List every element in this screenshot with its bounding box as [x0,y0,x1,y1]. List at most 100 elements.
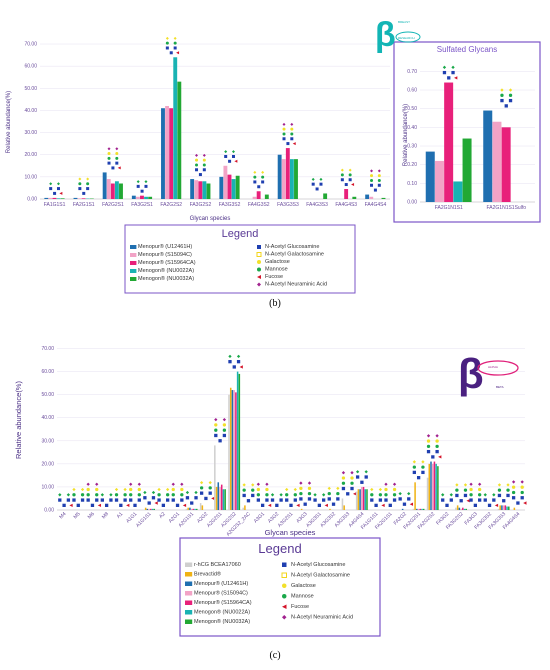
bar [140,195,144,199]
y-tick-label: 0.50 [407,106,417,112]
panel-b-logo: β BREAST RESEARCH [375,16,421,54]
bar [422,508,425,510]
y-tick-label: 0.00 [44,508,54,514]
bar [455,507,457,510]
bar [229,387,232,510]
bar [144,507,147,510]
bar [425,151,435,202]
bar [135,196,140,199]
glycan-structure-icon [384,482,397,507]
square-outline-icon [281,572,287,578]
circle-icon [282,594,287,599]
x-tick-label: FA3G3S3 [277,202,299,208]
bar [256,191,261,199]
bar [431,463,434,510]
glycan-structure-icon [299,481,312,506]
bar [463,508,466,510]
glycan-structure-icon [282,122,296,146]
bar [428,463,431,510]
bar [294,159,298,199]
bar [217,482,220,510]
bar [227,174,232,199]
bar [194,180,199,199]
glycan-structure-icon [185,490,198,505]
glycan-structure-icon [426,434,442,459]
bar [102,172,107,199]
bar [242,507,244,510]
x-tick-label: FA3G2S1 [131,202,153,208]
y-tick-label: 20.00 [41,461,54,467]
panel-c-legend-title: Legend [258,541,301,556]
diamond-icon [282,615,287,620]
glycan-structure-icon [441,493,453,507]
glycan-structure-icon [157,487,170,507]
bar [189,507,191,510]
diamond-icon [257,282,261,287]
bar [81,198,86,199]
legend-swatch [130,253,137,257]
bar [430,461,432,510]
glycan-structure-icon [497,483,510,503]
y-tick-label: 40.00 [24,108,37,114]
bar [369,196,374,199]
panel-c-xlabel: Glycan species [265,528,316,537]
glycan-structure-icon [370,487,385,507]
y-tick-label: 0.00 [407,200,417,206]
glycan-structure-icon [195,153,206,177]
glycan-structure-icon [469,482,482,507]
bar [199,503,202,510]
panel-b-legend-title: Legend [222,228,259,240]
bar [453,181,463,202]
svg-text:RESEARCH: RESEARCH [398,36,415,40]
bar [236,371,239,510]
x-tick-label: FA4G3S3 [306,202,328,208]
bar [177,81,182,199]
bar [366,489,368,510]
bar [224,489,226,510]
bar [497,508,500,510]
glycan-structure-icon [78,177,90,195]
legend-label: N-Acetyl Neuraminic Acid [265,282,327,288]
bar [433,461,436,510]
legend-swatch [185,619,193,624]
glycan-structure-icon [370,169,381,192]
bar [323,193,328,199]
triangle-icon [257,275,261,279]
bar [281,159,286,199]
bar [194,508,196,510]
glycan-structure-icon [511,480,527,505]
bar [150,508,152,510]
x-tick-label: M8 [101,511,110,520]
bar [169,108,174,199]
legend-label: N-Acetyl Glucosamine [265,244,319,250]
svg-text:β: β [458,350,484,397]
bar [341,498,344,510]
circle-icon [257,260,261,264]
glycan-structure-icon [253,170,265,189]
bar [231,179,236,199]
panel-c-caption: (c) [269,650,280,661]
glycan-structure-icon [58,493,73,507]
y-tick-label: 0.00 [27,197,37,203]
bar [235,392,237,510]
bar [114,181,119,199]
glycan-structure-icon [199,480,215,501]
glycan-structure-icon [313,493,328,507]
glycan-structure-icon [171,482,187,507]
bar [502,505,505,510]
svg-text:ALPHA: ALPHA [488,365,498,369]
legend-label: Mannose [265,267,288,273]
x-tick-label: FA4G4S3 [335,202,357,208]
bar [362,486,365,510]
x-tick-label: A2 [158,511,167,520]
y-tick-label: 0.20 [407,162,417,168]
y-tick-label: 50.00 [24,86,37,92]
glycan-structure-icon [165,36,180,55]
bar [458,507,461,510]
glycan-structure-icon [341,471,357,496]
panel-c-ylabel: Relative abundance(%) [14,381,23,459]
bar [381,197,386,199]
bar [222,489,225,510]
bar [465,508,468,510]
